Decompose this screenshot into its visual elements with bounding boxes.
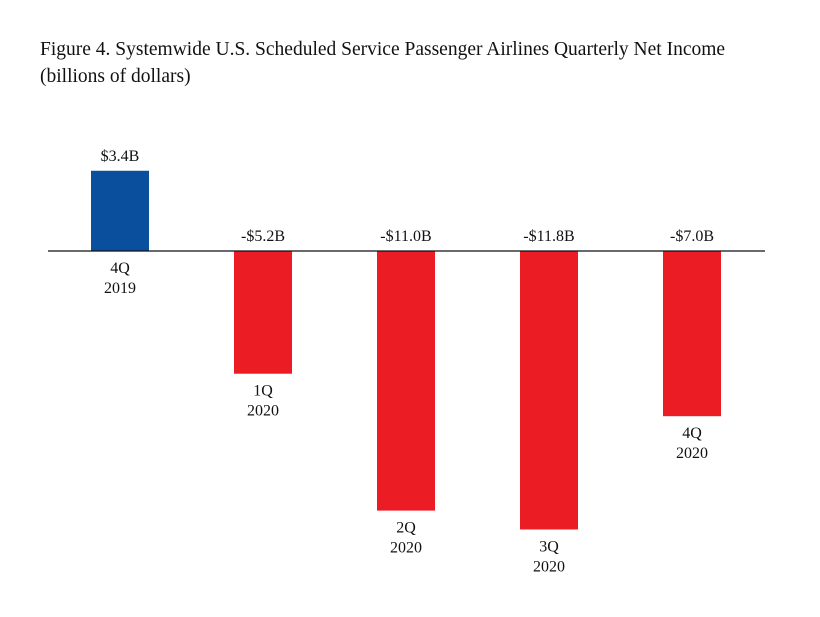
bar [377,251,435,511]
data-label: $3.4B [101,148,140,165]
category-label: 2Q [396,520,416,537]
category-label: 4Q [110,260,130,277]
category-label: 2020 [390,540,422,557]
chart-title: Figure 4. Systemwide U.S. Scheduled Serv… [40,36,810,90]
data-label: -$7.0B [670,228,714,245]
bar [663,251,721,417]
bar [91,170,149,251]
chart-title-line-2: (billions of dollars) [40,66,191,87]
category-label: 2019 [104,280,136,297]
category-label: 4Q [682,425,702,442]
category-label: 2020 [247,403,279,420]
category-label: 2020 [533,558,565,575]
category-label: 2020 [676,445,708,462]
data-label: -$11.0B [380,228,431,245]
category-label: 3Q [539,538,559,555]
chart-title-line-1: Figure 4. Systemwide U.S. Scheduled Serv… [40,39,726,60]
bar [520,251,578,530]
bar [234,251,292,374]
data-label: -$5.2B [241,228,285,245]
data-label: -$11.8B [523,228,574,245]
category-label: 1Q [253,383,273,400]
